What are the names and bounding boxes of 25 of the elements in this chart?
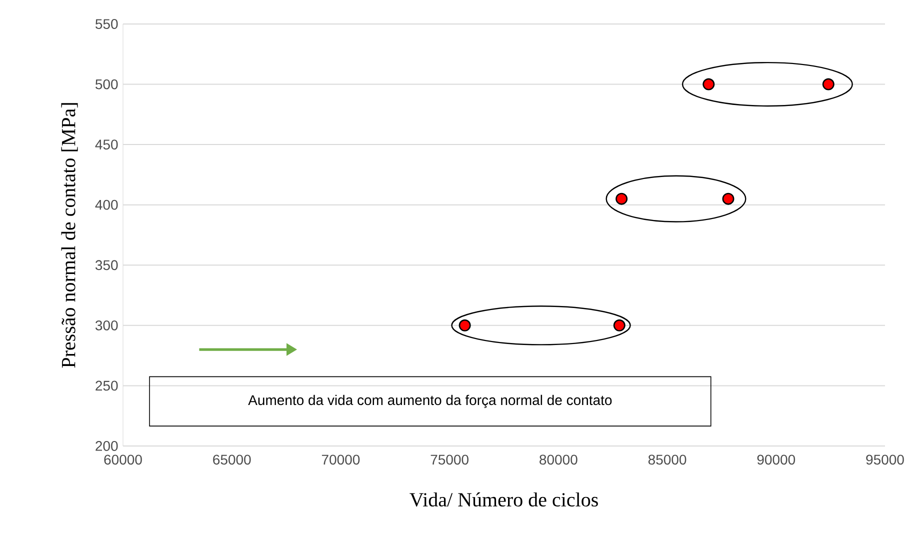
y-tick-label: 500: [96, 79, 118, 90]
x-tick-label: 90000: [757, 454, 796, 465]
x-tick-label: 85000: [648, 454, 686, 465]
x-tick-label: 75000: [430, 454, 468, 465]
x-tick-label: 65000: [213, 454, 251, 465]
x-axis-title: Vida/ Número de ciclos: [410, 492, 598, 507]
point: [702, 78, 715, 90]
point: [722, 192, 734, 205]
annotation: Aumento da vida com aumento da força normal de contato: [248, 394, 612, 408]
y-tick-label: 450: [95, 140, 118, 150]
y-tick-label: 200: [96, 441, 118, 451]
x-tick-label: 60000: [104, 454, 142, 465]
x-tick-label: 80000: [540, 454, 578, 465]
y-tick-label: 350: [95, 260, 118, 270]
x-tick-label: 95000: [866, 454, 904, 465]
y-tick-label: 250: [96, 380, 118, 391]
point: [458, 319, 471, 332]
point: [822, 78, 834, 90]
x-tick-label: 70000: [322, 454, 360, 465]
y-axis-title: Pressão normal de contato [MPa]: [61, 103, 78, 368]
y-tick-label: 400: [95, 200, 118, 210]
y-tick-label: 550: [96, 19, 118, 29]
y-tick-label: 300: [95, 320, 118, 330]
point: [616, 192, 628, 205]
point: [613, 319, 626, 332]
